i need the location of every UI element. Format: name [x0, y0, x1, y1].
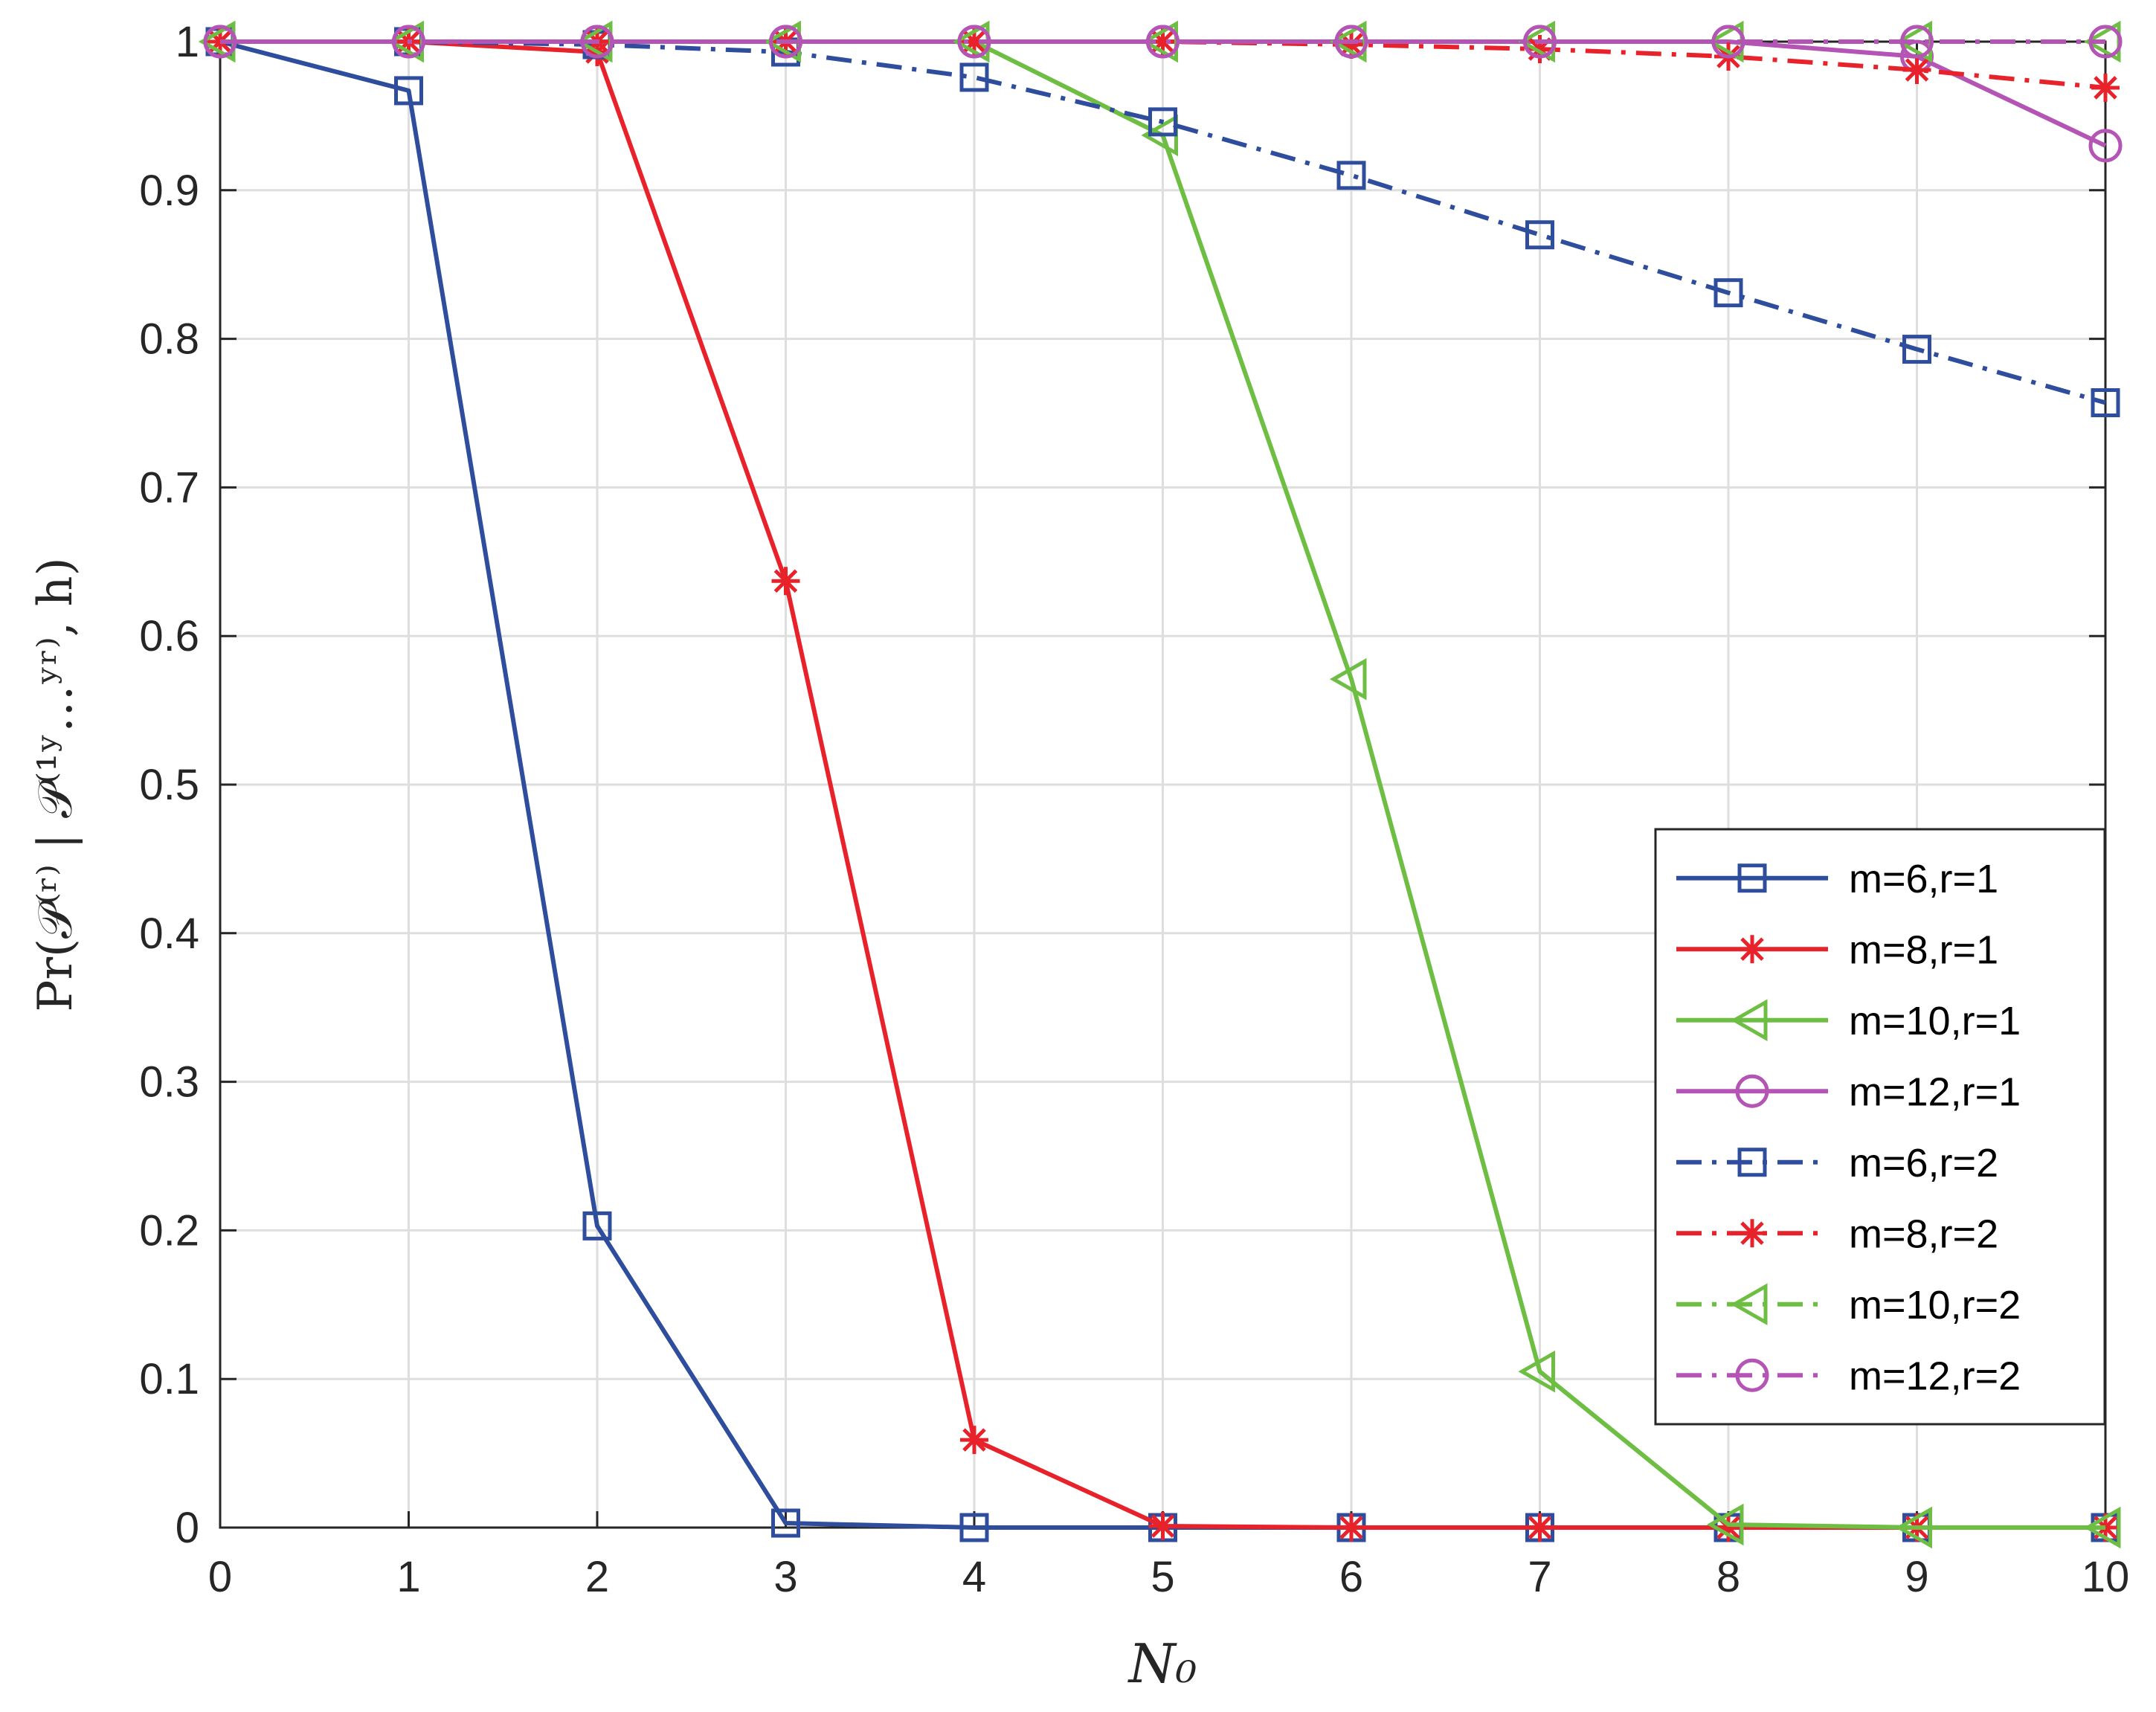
x-tick-label: 8	[1716, 1553, 1740, 1601]
data-point-marker	[392, 25, 425, 59]
y-tick-label: 0.1	[139, 1355, 199, 1403]
legend-label: m=6,r=1	[1849, 857, 1998, 901]
legend-item: m=10,r=2	[1676, 1283, 2021, 1328]
data-point-marker	[582, 1211, 612, 1240]
data-point-marker	[2088, 129, 2123, 163]
legend-box	[1654, 828, 2106, 1426]
data-point-marker	[960, 28, 988, 56]
data-point-marker	[1895, 1506, 1932, 1549]
legend-item: m=8,r=1	[1676, 927, 1998, 972]
legend-item: m=10,r=1	[1676, 999, 2021, 1043]
data-point-marker	[2083, 1506, 2121, 1549]
legend-item: m=12,r=1	[1676, 1069, 2021, 1114]
y-tick-label: 0.2	[139, 1206, 199, 1255]
x-axis-label: N₀	[1127, 1632, 1197, 1695]
data-point-marker	[1711, 25, 1745, 59]
legend-label: m=12,r=2	[1849, 1354, 2021, 1398]
data-point-marker	[1336, 161, 1366, 190]
legend-marker	[1730, 1283, 1768, 1326]
data-point-marker	[1146, 25, 1180, 59]
data-point-marker	[1706, 1503, 1744, 1546]
data-point-marker	[960, 1426, 988, 1455]
y-tick-label: 0.6	[139, 612, 199, 660]
x-tick-label: 1	[396, 1553, 420, 1601]
legend-label: m=12,r=1	[1849, 1069, 2021, 1114]
data-point-marker	[394, 76, 423, 106]
data-point-marker	[580, 25, 614, 59]
y-tick-label: 0.8	[139, 315, 199, 364]
data-point-marker	[957, 25, 991, 59]
data-point-marker	[1525, 220, 1554, 250]
data-point-marker	[2091, 388, 2120, 418]
x-tick-label: 6	[1339, 1553, 1363, 1601]
legend-marker	[1730, 999, 1768, 1042]
x-tick-label: 9	[1905, 1553, 1928, 1601]
x-tick-label: 2	[585, 1553, 609, 1601]
data-point-marker	[1148, 1512, 1177, 1540]
data-point-marker	[771, 567, 800, 596]
data-point-marker	[1337, 30, 1365, 59]
data-point-marker	[959, 62, 989, 92]
legend-label: m=10,r=1	[1849, 999, 2021, 1043]
x-tick-label: 7	[1528, 1553, 1551, 1601]
data-point-marker	[1900, 25, 1934, 59]
legend-marker	[1737, 863, 1767, 893]
legend-marker	[1735, 1358, 1769, 1392]
data-point-marker	[1902, 335, 1931, 364]
y-tick-label: 1	[176, 18, 199, 66]
data-point-marker	[1902, 55, 1931, 84]
data-point-marker	[203, 25, 237, 59]
data-point-marker	[1148, 107, 1177, 137]
y-tick-label: 0.9	[139, 167, 199, 215]
data-point-marker	[1337, 1513, 1365, 1542]
data-point-marker	[1518, 1350, 1555, 1393]
y-axis-label: Pr(𝒫⁽ʳ⁾ | 𝒫⁽¹ʸ…ʸʳ⁾, h)	[28, 557, 83, 1011]
x-tick-label: 10	[2082, 1553, 2130, 1601]
series-m=12,r=2	[203, 25, 2123, 59]
data-point-marker	[1714, 1513, 1743, 1542]
data-point-marker	[1525, 1513, 1554, 1542]
legend-marker	[1737, 1148, 1767, 1177]
legend-label: m=10,r=2	[1849, 1283, 2021, 1328]
x-tick-label: 4	[962, 1553, 986, 1601]
data-point-marker	[1713, 278, 1743, 308]
legend-label: m=6,r=2	[1849, 1141, 1998, 1185]
y-tick-label: 0	[176, 1504, 199, 1552]
y-tick-label: 0.7	[139, 463, 199, 512]
y-tick-label: 0.5	[139, 761, 199, 809]
legend-item: m=6,r=1	[1676, 857, 1998, 901]
legend-marker	[1735, 1074, 1769, 1108]
legend-label: m=8,r=2	[1849, 1211, 1998, 1256]
data-point-marker	[1525, 34, 1554, 63]
y-tick-label: 0.3	[139, 1058, 199, 1107]
data-point-marker	[1148, 28, 1177, 56]
x-tick-label: 3	[773, 1553, 797, 1601]
data-point-marker	[1523, 25, 1557, 59]
x-tick-label: 5	[1151, 1553, 1174, 1601]
legend-item: m=6,r=2	[1676, 1141, 1998, 1185]
legend-marker	[1738, 935, 1766, 964]
data-point-marker	[1334, 25, 1368, 59]
plot-series	[198, 20, 2123, 1549]
legend-item: m=12,r=2	[1676, 1354, 2021, 1398]
data-point-marker	[2091, 73, 2120, 102]
data-point-marker	[769, 25, 802, 59]
legend-label: m=8,r=1	[1849, 927, 1998, 972]
axes: 0 1 2 3 4 5 6 7 8 9 10 0 0.1 0.2 0.3 0.4 0.5 0.6 0.7 0.8 0.9…	[139, 18, 2129, 1601]
data-point-marker	[959, 1513, 989, 1542]
legend-item: m=8,r=2	[1676, 1211, 1998, 1256]
data-point-marker	[771, 1508, 800, 1538]
legend-marker	[1738, 1219, 1766, 1248]
data-point-marker	[2088, 25, 2123, 59]
data-point-marker	[1329, 657, 1367, 701]
legend: m=6,r=1 m=8,r=1 m=10,r=1 m=12,r=1 m=6,r=2 m=8…	[1654, 828, 2106, 1426]
x-tick-label: 0	[208, 1553, 232, 1601]
y-tick-label: 0.4	[139, 910, 199, 958]
